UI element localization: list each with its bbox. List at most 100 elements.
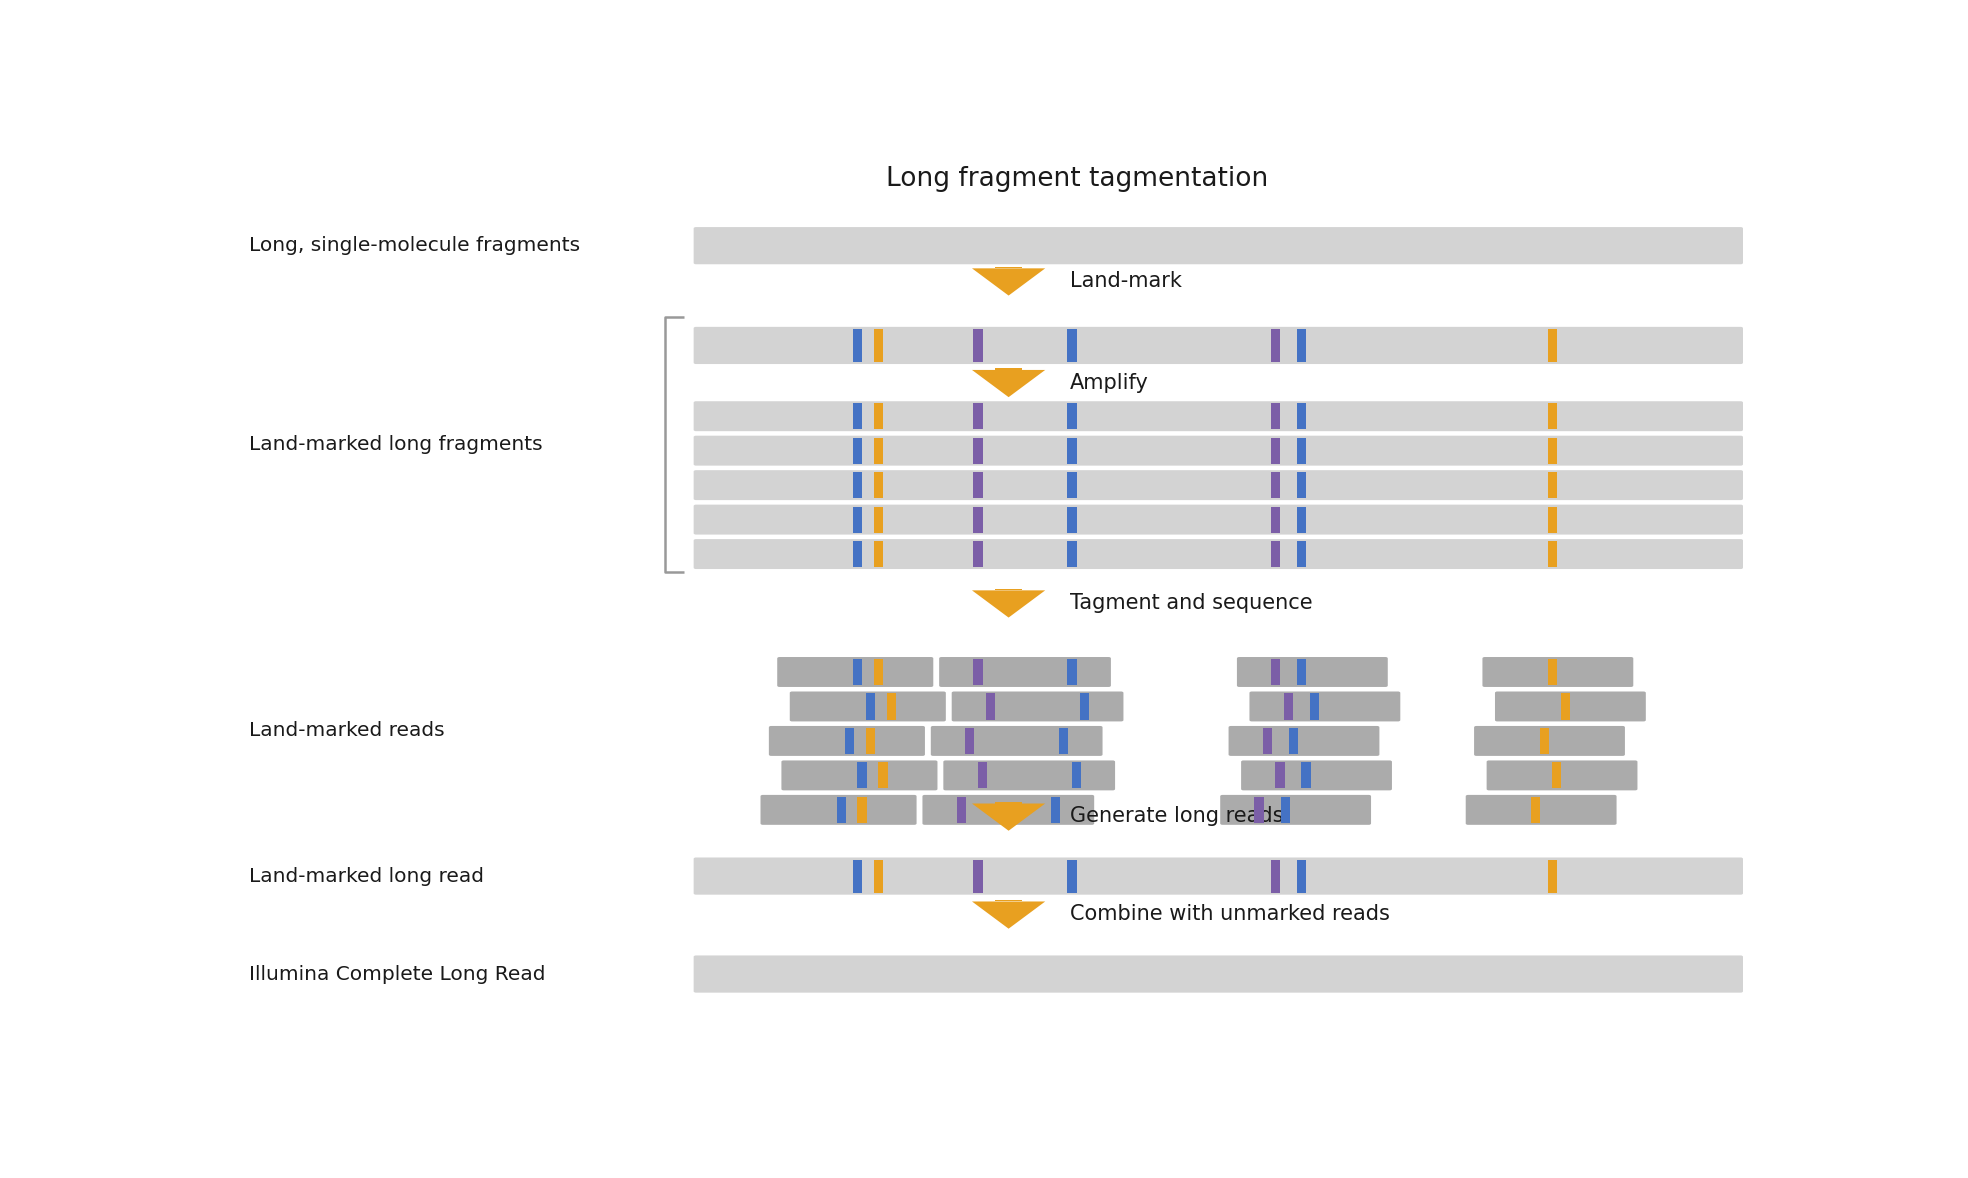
FancyBboxPatch shape xyxy=(1242,761,1391,790)
Text: Combine with unmarked reads: Combine with unmarked reads xyxy=(1071,905,1389,925)
FancyBboxPatch shape xyxy=(693,326,1744,364)
FancyBboxPatch shape xyxy=(693,436,1744,465)
FancyBboxPatch shape xyxy=(1474,726,1626,756)
Bar xyxy=(1289,728,1299,754)
Bar xyxy=(874,437,884,464)
FancyBboxPatch shape xyxy=(953,691,1124,721)
FancyBboxPatch shape xyxy=(1496,691,1645,721)
Bar xyxy=(974,659,982,686)
Bar xyxy=(874,507,884,532)
Bar xyxy=(854,472,862,498)
FancyBboxPatch shape xyxy=(1220,795,1372,825)
Bar xyxy=(1283,694,1293,720)
FancyBboxPatch shape xyxy=(923,795,1094,825)
Polygon shape xyxy=(972,590,1045,617)
FancyBboxPatch shape xyxy=(943,761,1116,790)
Bar xyxy=(1549,403,1557,429)
Bar xyxy=(858,762,866,788)
Bar xyxy=(844,728,854,754)
Bar xyxy=(974,403,982,429)
Bar xyxy=(978,762,986,788)
Text: Long, single-molecule fragments: Long, single-molecule fragments xyxy=(250,236,581,256)
Bar xyxy=(1539,728,1549,754)
FancyBboxPatch shape xyxy=(1466,795,1616,825)
Bar xyxy=(1059,728,1069,754)
Bar xyxy=(986,694,996,720)
FancyBboxPatch shape xyxy=(693,858,1744,894)
Bar xyxy=(1067,329,1076,362)
Text: Generate long reads: Generate long reads xyxy=(1071,806,1283,826)
Bar xyxy=(1297,860,1307,893)
Bar xyxy=(1254,796,1263,823)
Bar xyxy=(874,472,884,498)
Bar xyxy=(1051,796,1061,823)
Bar xyxy=(1301,762,1311,788)
Bar xyxy=(1067,403,1076,429)
Bar xyxy=(1275,762,1285,788)
Bar xyxy=(854,507,862,532)
FancyBboxPatch shape xyxy=(1486,761,1637,790)
FancyBboxPatch shape xyxy=(693,540,1744,569)
Bar xyxy=(974,437,982,464)
Bar xyxy=(854,860,862,893)
FancyBboxPatch shape xyxy=(1228,726,1380,756)
Text: Land-mark: Land-mark xyxy=(1071,271,1181,291)
Bar xyxy=(1080,694,1088,720)
Bar xyxy=(1067,541,1076,567)
Bar xyxy=(1271,403,1281,429)
Bar xyxy=(888,694,895,720)
Bar xyxy=(1263,728,1271,754)
Bar xyxy=(1067,472,1076,498)
Bar xyxy=(858,796,866,823)
FancyBboxPatch shape xyxy=(1250,691,1401,721)
Polygon shape xyxy=(972,370,1045,397)
Bar xyxy=(874,659,884,686)
Bar xyxy=(1531,796,1541,823)
Text: Land-marked long fragments: Land-marked long fragments xyxy=(250,436,543,455)
Bar xyxy=(854,437,862,464)
Bar xyxy=(1073,762,1080,788)
Bar xyxy=(1549,860,1557,893)
Bar xyxy=(1271,507,1281,532)
Bar xyxy=(1297,403,1307,429)
Bar xyxy=(956,796,966,823)
FancyBboxPatch shape xyxy=(939,657,1110,687)
Bar xyxy=(996,589,1021,590)
FancyBboxPatch shape xyxy=(777,657,933,687)
Bar xyxy=(1561,694,1570,720)
Bar xyxy=(874,860,884,893)
FancyBboxPatch shape xyxy=(693,470,1744,501)
Bar xyxy=(974,507,982,532)
FancyBboxPatch shape xyxy=(931,726,1102,756)
Text: Long fragment tagmentation: Long fragment tagmentation xyxy=(886,166,1267,192)
Bar xyxy=(974,541,982,567)
FancyBboxPatch shape xyxy=(693,504,1744,535)
Polygon shape xyxy=(972,901,1045,928)
FancyBboxPatch shape xyxy=(693,227,1744,264)
Bar xyxy=(836,796,846,823)
FancyBboxPatch shape xyxy=(1482,657,1633,687)
Bar xyxy=(1297,507,1307,532)
Bar xyxy=(874,541,884,567)
Bar xyxy=(1549,437,1557,464)
FancyBboxPatch shape xyxy=(760,795,917,825)
Bar xyxy=(854,329,862,362)
FancyBboxPatch shape xyxy=(789,691,947,721)
Polygon shape xyxy=(972,803,1045,830)
Bar xyxy=(866,728,876,754)
FancyBboxPatch shape xyxy=(781,761,937,790)
Bar xyxy=(1311,694,1319,720)
Text: Land-marked reads: Land-marked reads xyxy=(250,721,445,741)
Bar xyxy=(974,329,982,362)
Bar xyxy=(1271,860,1281,893)
Polygon shape xyxy=(972,269,1045,296)
Bar xyxy=(996,266,1021,269)
Bar xyxy=(996,900,1021,901)
Bar xyxy=(974,472,982,498)
Bar xyxy=(854,659,862,686)
Bar xyxy=(1281,796,1289,823)
Bar xyxy=(874,329,884,362)
Bar xyxy=(1271,659,1281,686)
Bar xyxy=(1297,437,1307,464)
Bar xyxy=(878,762,888,788)
